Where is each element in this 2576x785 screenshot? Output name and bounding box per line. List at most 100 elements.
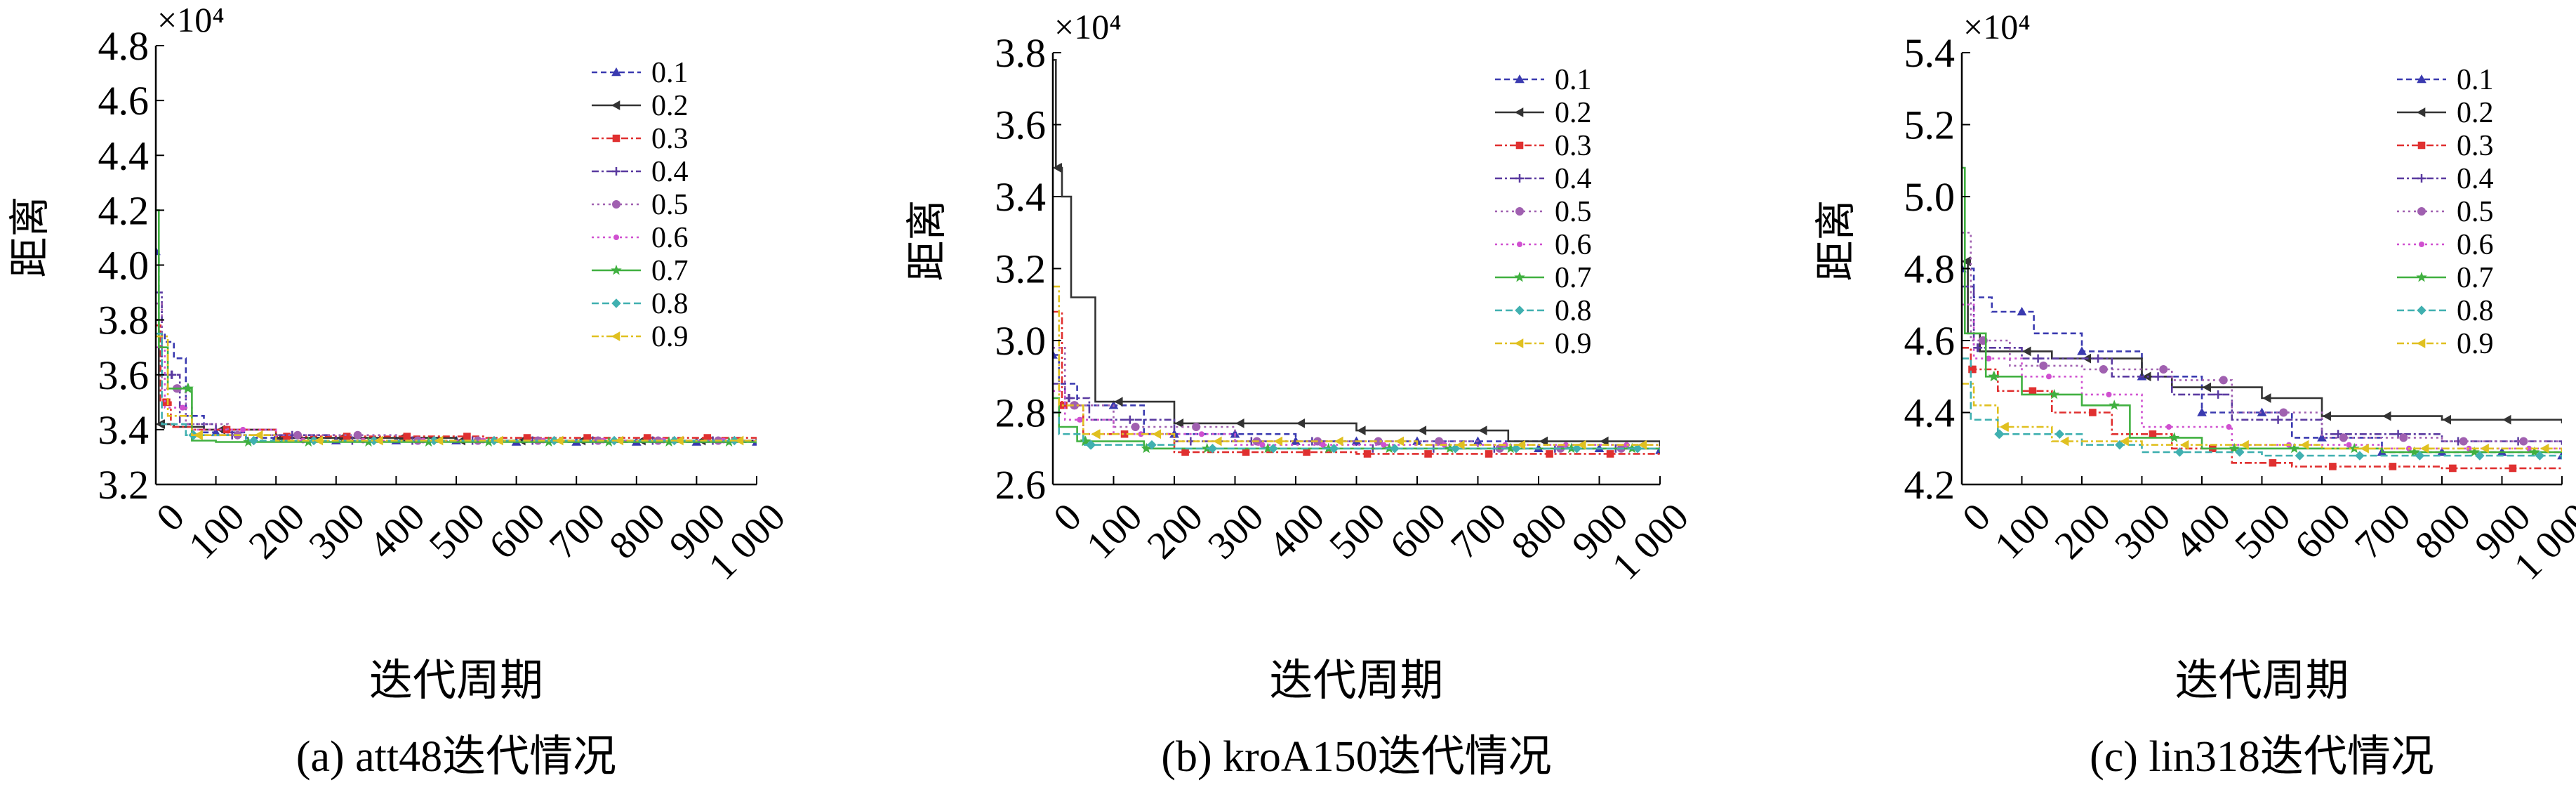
legend-marker-0.3: [612, 134, 620, 143]
x-tick-label: 300: [1200, 495, 1272, 567]
legend-label: 0.5: [2457, 196, 2494, 228]
series-marker-0.9: [2480, 443, 2489, 454]
series-marker-0.9: [374, 435, 383, 446]
series-line-0.9: [156, 335, 757, 442]
series-marker-0.8: [1511, 444, 1521, 454]
legend-marker-0.3: [1515, 141, 1524, 150]
series-marker-0.3: [2149, 430, 2157, 438]
y-tick-label: 3.0: [995, 318, 1047, 364]
x-tick-label: 100: [1078, 495, 1150, 567]
legend-label: 0.1: [1555, 64, 1592, 96]
series-marker-0.7: [2469, 446, 2480, 457]
x-tick-label: 300: [300, 495, 373, 567]
series-marker-0.3: [343, 433, 351, 440]
series-marker-0.3: [2329, 463, 2337, 470]
legend-marker-0.9: [2416, 338, 2426, 348]
legend-marker-0.2: [1514, 107, 1524, 117]
series-marker-0.9: [1638, 440, 1647, 450]
legend-marker-0.6: [1517, 242, 1522, 247]
y-tick-label: 3.8: [995, 30, 1047, 76]
legend-marker-0.8: [1515, 305, 1525, 315]
series-marker-0.2: [2142, 371, 2151, 382]
legend: 0.10.20.30.40.50.60.70.80.9: [2397, 64, 2494, 360]
series-marker-0.9: [1999, 422, 2008, 432]
series-marker-0.8: [1572, 444, 1582, 454]
series-marker-0.4: [1973, 343, 1982, 352]
legend-label: 0.8: [1555, 295, 1592, 327]
series-marker-0.9: [1516, 440, 1526, 450]
series-marker-0.3: [1120, 430, 1129, 438]
series-marker-0.5: [2219, 376, 2228, 385]
y-tick-label: 4.6: [98, 78, 150, 124]
legend: 0.10.20.30.40.50.60.70.80.9: [592, 57, 689, 353]
series-marker-0.1: [2197, 407, 2207, 416]
series-line-0.9: [1053, 285, 1660, 447]
series-marker-0.7: [2528, 446, 2540, 457]
series-marker-0.8: [1994, 429, 2004, 439]
series-marker-0.6: [179, 404, 185, 411]
legend-label: 0.3: [1555, 130, 1592, 162]
legend-marker-0.1: [2417, 74, 2426, 84]
series-marker-0.2: [1053, 163, 1062, 173]
series-marker-0.9: [2300, 440, 2309, 450]
legend-marker-0.8: [2417, 305, 2426, 315]
series-marker-0.6: [1077, 416, 1083, 423]
legend-marker-0.5: [612, 200, 620, 209]
series-marker-0.2: [1539, 436, 1548, 447]
y-multiplier: ×10⁴: [1054, 7, 1122, 46]
series-marker-0.6: [1259, 442, 1266, 448]
series-marker-0.8: [2415, 451, 2425, 461]
y-tick-label: 5.4: [1904, 30, 1956, 76]
x-tick-label: 800: [601, 495, 673, 567]
series-marker-0.2: [1357, 426, 1366, 435]
series-marker-0.6: [1320, 442, 1326, 448]
series-marker-0.9: [675, 435, 684, 446]
y-tick-label: 3.4: [98, 407, 150, 453]
x-tick-label: 700: [1442, 495, 1515, 567]
series-marker-0.4: [2214, 390, 2223, 399]
series-marker-0.5: [2459, 437, 2468, 446]
x-tick-label: 300: [2106, 495, 2179, 567]
legend-label: 0.9: [1555, 328, 1592, 360]
series-marker-0.8: [2175, 447, 2185, 457]
series-marker-0.9: [1577, 440, 1586, 450]
series-marker-0.2: [1962, 256, 1971, 267]
series-marker-0.7: [2048, 388, 2060, 400]
series-group: [1962, 166, 2562, 473]
series-marker-0.2: [2322, 411, 2331, 421]
series-marker-0.5: [2339, 433, 2348, 442]
x-tick-label: 600: [481, 495, 553, 567]
panel-caption: (b) kroA150迭代情况: [1161, 733, 1551, 781]
legend-label: 0.7: [1555, 262, 1592, 294]
series-marker-0.9: [2180, 440, 2189, 450]
series-marker-0.8: [1390, 444, 1400, 454]
series-marker-0.9: [2060, 436, 2069, 447]
legend-marker-0.9: [1514, 338, 1524, 348]
series-marker-0.5: [293, 430, 303, 440]
legend-marker-0.8: [611, 298, 621, 308]
series-marker-0.5: [1192, 423, 1201, 431]
series-marker-0.4: [2153, 372, 2163, 381]
series-marker-0.8: [2475, 451, 2485, 461]
legend-label: 0.3: [2457, 130, 2494, 162]
series-marker-0.3: [463, 433, 471, 440]
series-marker-0.8: [2355, 451, 2365, 461]
series-marker-0.6: [2045, 374, 2052, 380]
x-tick-label: 200: [2047, 495, 2119, 567]
x-tick-label: 400: [2167, 495, 2239, 567]
series-line-0.8: [1053, 411, 1660, 451]
x-tick-label: 200: [241, 495, 313, 567]
legend-label: 0.3: [651, 123, 689, 155]
series-marker-0.8: [1147, 440, 1157, 450]
series-line-0.1: [1053, 354, 1660, 451]
series-marker-0.6: [2106, 391, 2112, 397]
series-marker-0.9: [2360, 443, 2369, 454]
x-tick-label: 500: [421, 495, 493, 567]
series-marker-0.2: [2442, 414, 2451, 425]
series-marker-0.4: [2033, 354, 2043, 363]
series-marker-0.9: [314, 435, 324, 446]
x-tick-label: 800: [2407, 495, 2479, 567]
series-marker-0.3: [2269, 459, 2277, 467]
legend-label: 0.5: [1555, 196, 1592, 228]
